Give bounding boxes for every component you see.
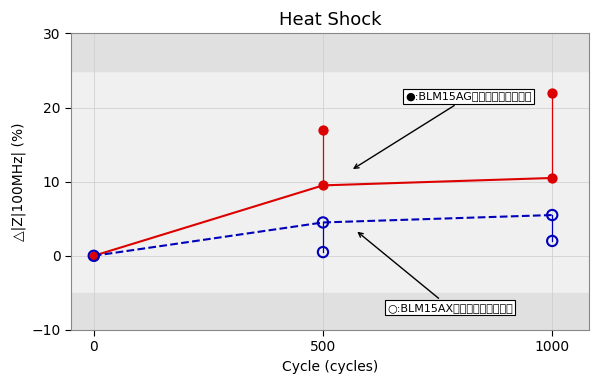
Point	[547, 212, 557, 218]
Point	[89, 253, 98, 259]
Point	[547, 238, 557, 244]
Bar	[71, 293, 589, 330]
Point	[547, 90, 557, 96]
Title: Heat Shock: Heat Shock	[278, 11, 381, 29]
Y-axis label: △|Z|100MHz| (%): △|Z|100MHz| (%)	[11, 122, 26, 241]
Point	[547, 175, 557, 181]
Text: ●:BLM15AGシリーズ（従来品）: ●:BLM15AGシリーズ（従来品）	[354, 92, 532, 168]
Point	[89, 253, 98, 259]
Bar	[71, 33, 589, 70]
Text: ○:BLM15AXシリーズ（新商品）: ○:BLM15AXシリーズ（新商品）	[358, 233, 513, 313]
Point	[318, 127, 328, 133]
X-axis label: Cycle (cycles): Cycle (cycles)	[282, 360, 378, 374]
Point	[318, 219, 328, 226]
Point	[318, 182, 328, 189]
Point	[318, 249, 328, 255]
